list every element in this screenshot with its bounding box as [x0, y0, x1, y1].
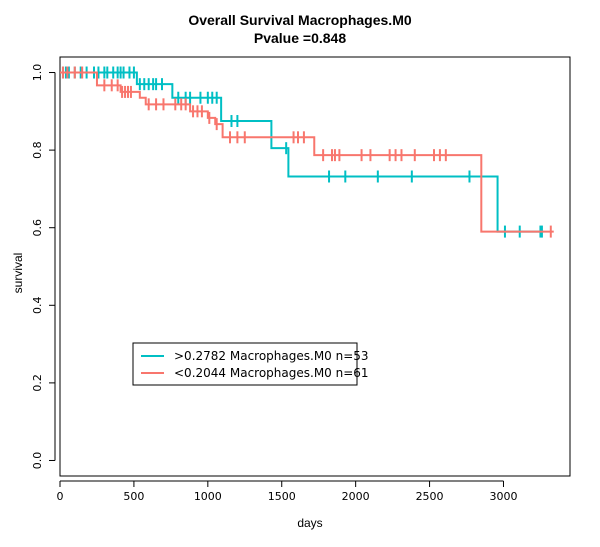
x-tick-label: 3000 — [489, 490, 517, 503]
legend: >0.2782 Macrophages.M0 n=53 <0.2044 Macr… — [132, 342, 369, 386]
x-tick-label: 2000 — [342, 490, 370, 503]
legend-box — [132, 342, 358, 386]
y-tick-label: 1.0 — [31, 64, 44, 82]
y-axis-label: survival — [11, 252, 25, 294]
x-tick-label: 1000 — [194, 490, 222, 503]
y-tick-label: 0.0 — [31, 452, 44, 470]
chart-title: Overall Survival Macrophages.M0 — [188, 12, 412, 28]
y-tick-label: 0.4 — [31, 297, 44, 315]
y-tick-label: 0.6 — [31, 219, 44, 237]
axes: 0 500 1000 1500 2000 2500 3000 0.0 0.2 0.4 0.6 0.8 1… — [31, 64, 517, 503]
x-axis-label: days — [297, 516, 323, 530]
plot-frame — [59, 56, 571, 477]
legend-label-high: >0.2782 Macrophages.M0 n=53 — [174, 349, 369, 363]
survival-curve-1 — [60, 71, 554, 233]
x-tick-label: 0 — [57, 490, 64, 503]
x-tick-label: 500 — [123, 490, 144, 503]
survival-curve-0 — [60, 71, 544, 233]
x-tick-label: 2500 — [416, 490, 444, 503]
y-tick-label: 0.8 — [31, 141, 44, 159]
y-tick-label: 0.2 — [31, 374, 44, 392]
survival-curves — [60, 66, 554, 238]
x-tick-label: 1500 — [268, 490, 296, 503]
chart-subtitle: Pvalue =0.848 — [253, 30, 347, 46]
legend-label-low: <0.2044 Macrophages.M0 n=61 — [174, 366, 369, 380]
